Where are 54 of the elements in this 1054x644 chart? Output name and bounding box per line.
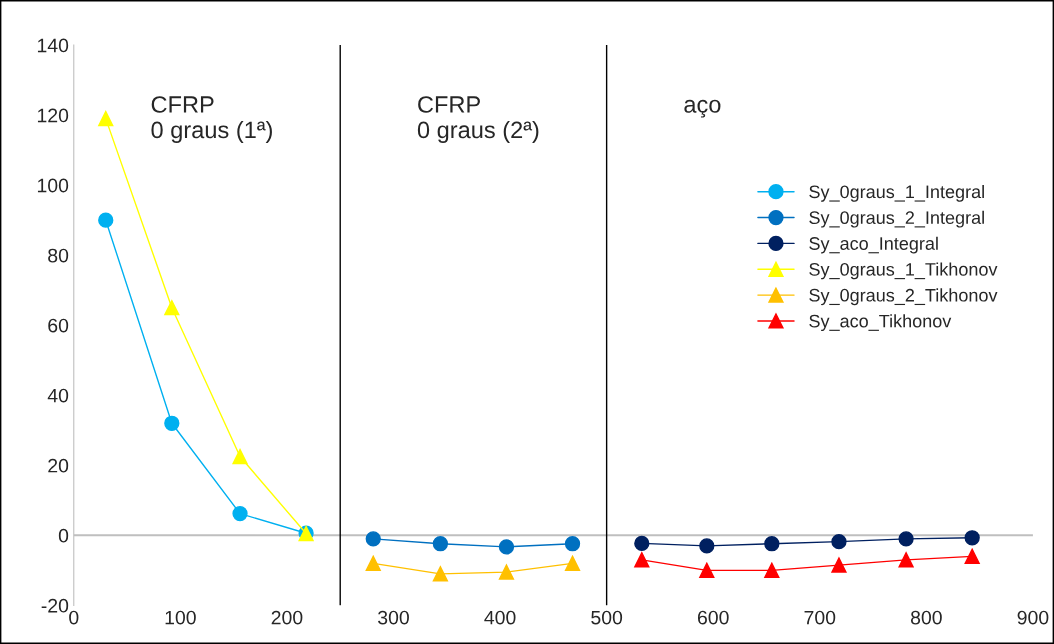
point bbox=[699, 562, 715, 578]
legend-label: Sy_aco_Tikhonov bbox=[809, 314, 952, 332]
point bbox=[831, 533, 847, 550]
point bbox=[634, 552, 650, 568]
point bbox=[764, 562, 780, 578]
x-tick-label: 200 bbox=[271, 610, 303, 625]
y-tick-label: 120 bbox=[37, 108, 69, 123]
y-tick-label: 100 bbox=[37, 178, 69, 193]
legend-label: Sy_0graus_2_Integral bbox=[809, 210, 984, 228]
point bbox=[831, 557, 847, 573]
point bbox=[98, 110, 114, 127]
x-tick-label: 800 bbox=[910, 610, 942, 625]
x-tick-label: 500 bbox=[591, 610, 623, 625]
point bbox=[365, 531, 381, 547]
point bbox=[764, 536, 780, 552]
point bbox=[432, 566, 449, 582]
x-tick-label: 900 bbox=[1017, 610, 1049, 625]
point bbox=[699, 538, 715, 554]
point bbox=[432, 536, 449, 552]
point bbox=[564, 555, 581, 571]
legend-label: Sy_aco_Integral bbox=[809, 236, 938, 254]
point bbox=[964, 530, 980, 546]
x-tick-label: 100 bbox=[165, 610, 196, 625]
x-tick-label: 700 bbox=[804, 610, 836, 625]
point bbox=[564, 536, 581, 552]
x-tick-label: 400 bbox=[484, 610, 516, 625]
annotation: aço bbox=[684, 99, 721, 118]
point bbox=[634, 535, 650, 552]
point bbox=[232, 448, 248, 465]
point bbox=[98, 212, 114, 228]
y-tick-label: 40 bbox=[47, 388, 69, 403]
y-tick-label: 20 bbox=[48, 458, 69, 473]
x-tick-label: 300 bbox=[378, 610, 409, 625]
point bbox=[164, 415, 180, 431]
point bbox=[164, 300, 180, 316]
x-tick-label: 600 bbox=[697, 610, 729, 625]
y-tick-label: 0 bbox=[58, 528, 69, 543]
x-tick-label: 0 bbox=[69, 610, 79, 625]
annotation: CFRP 0 graus (1ª) bbox=[151, 96, 272, 143]
point bbox=[232, 505, 248, 522]
y-tick-label: 140 bbox=[37, 38, 69, 53]
y-tick-label: 60 bbox=[48, 318, 69, 333]
point bbox=[365, 555, 381, 571]
y-tick-label: -20 bbox=[41, 598, 69, 613]
point bbox=[964, 548, 980, 564]
legend-label: Sy_0graus_1_Tikhonov bbox=[809, 262, 998, 280]
point bbox=[898, 552, 914, 568]
legend-label: Sy_0graus_1_Integral bbox=[809, 184, 984, 202]
point bbox=[498, 539, 515, 555]
point bbox=[498, 564, 515, 580]
point bbox=[898, 531, 914, 547]
annotation: CFRP 0 graus (2ª) bbox=[417, 96, 539, 143]
y-tick-label: 80 bbox=[48, 248, 69, 263]
legend-label: Sy_0graus_2_Tikhonov bbox=[809, 288, 998, 306]
